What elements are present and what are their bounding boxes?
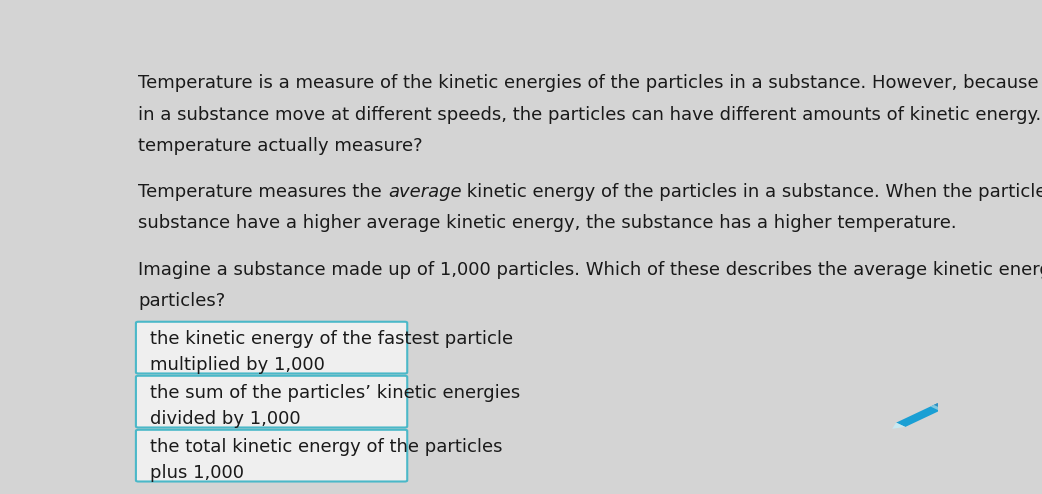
FancyBboxPatch shape (135, 430, 407, 482)
Text: the sum of the particles’ kinetic energies: the sum of the particles’ kinetic energi… (150, 384, 521, 402)
Text: particles?: particles? (139, 292, 225, 310)
Text: substance have a higher average kinetic energy, the substance has a higher tempe: substance have a higher average kinetic … (139, 214, 957, 233)
FancyBboxPatch shape (135, 376, 407, 427)
Text: Temperature measures the: Temperature measures the (139, 183, 388, 201)
Polygon shape (933, 403, 948, 410)
Text: in a substance move at different speeds, the particles can have different amount: in a substance move at different speeds,… (139, 106, 1042, 124)
Polygon shape (931, 405, 943, 411)
Text: plus 1,000: plus 1,000 (150, 464, 245, 482)
Text: divided by 1,000: divided by 1,000 (150, 410, 301, 428)
Text: the kinetic energy of the fastest particle: the kinetic energy of the fastest partic… (150, 329, 514, 348)
Polygon shape (892, 423, 905, 429)
Text: multiplied by 1,000: multiplied by 1,000 (150, 356, 325, 374)
Text: the total kinetic energy of the particles: the total kinetic energy of the particle… (150, 438, 503, 456)
Text: temperature actually measure?: temperature actually measure? (139, 137, 423, 155)
Text: Temperature is a measure of the kinetic energies of the particles in a substance: Temperature is a measure of the kinetic … (139, 75, 1042, 92)
Text: average: average (388, 183, 462, 201)
Text: Imagine a substance made up of 1,000 particles. Which of these describes the ave: Imagine a substance made up of 1,000 par… (139, 261, 1042, 279)
FancyBboxPatch shape (135, 322, 407, 373)
Text: kinetic energy of the particles in a substance. When the particles in a: kinetic energy of the particles in a sub… (462, 183, 1042, 201)
Polygon shape (896, 404, 946, 427)
